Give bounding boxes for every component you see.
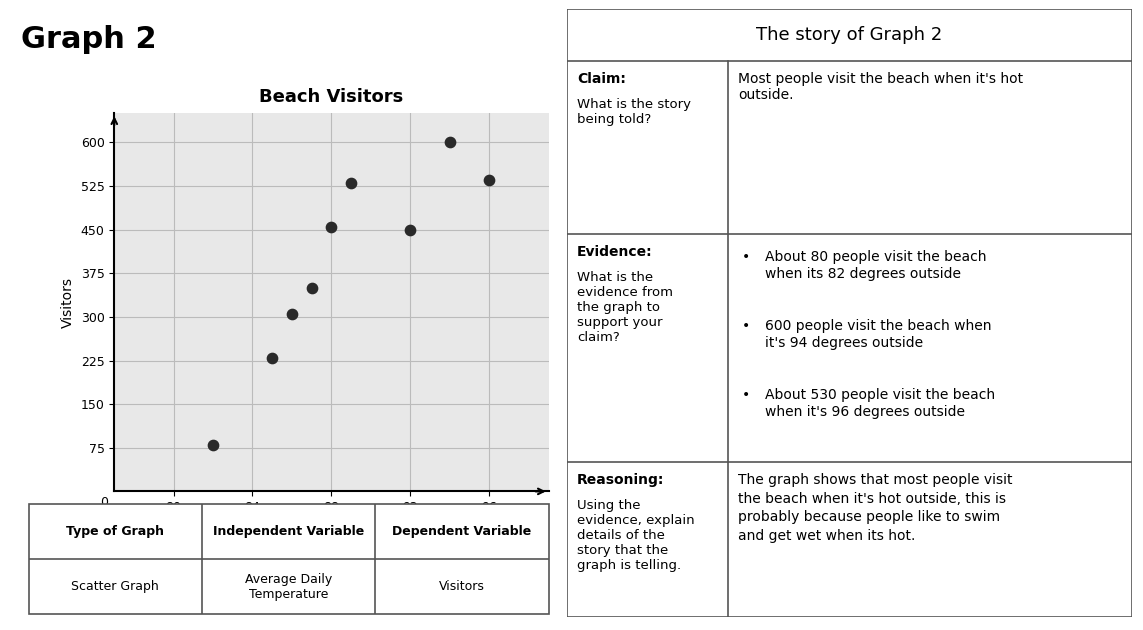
Text: Visitors: Visitors — [439, 580, 485, 593]
Text: The graph shows that most people visit
the beach when it's hot outside, this is
: The graph shows that most people visit t… — [738, 473, 1013, 542]
Text: The story of Graph 2: The story of Graph 2 — [757, 26, 942, 44]
Text: Graph 2: Graph 2 — [21, 25, 157, 54]
Text: Independent Variable: Independent Variable — [213, 525, 365, 538]
Point — [480, 175, 498, 185]
Text: Type of Graph: Type of Graph — [66, 525, 165, 538]
Point — [401, 225, 419, 235]
Text: Reasoning:: Reasoning: — [577, 473, 664, 488]
Text: 600 people visit the beach when
it's 94 degrees outside: 600 people visit the beach when it's 94 … — [765, 319, 991, 350]
Point — [441, 137, 459, 147]
Text: What is the story
being told?: What is the story being told? — [577, 98, 692, 125]
Title: Beach Visitors: Beach Visitors — [259, 88, 403, 106]
Text: Dependent Variable: Dependent Variable — [392, 525, 531, 538]
Point — [263, 353, 281, 363]
Point — [282, 309, 301, 319]
X-axis label: Average Daily Temperature (°F): Average Daily Temperature (°F) — [208, 522, 455, 537]
Text: About 530 people visit the beach
when it's 96 degrees outside: About 530 people visit the beach when it… — [765, 387, 994, 419]
Point — [342, 178, 360, 188]
Text: Scatter Graph: Scatter Graph — [71, 580, 159, 593]
Point — [303, 283, 321, 293]
Text: •: • — [742, 319, 750, 333]
Text: Using the
evidence, explain
details of the
story that the
graph is telling.: Using the evidence, explain details of t… — [577, 499, 695, 572]
Text: 0: 0 — [101, 496, 109, 509]
Text: What is the
evidence from
the graph to
support your
claim?: What is the evidence from the graph to s… — [577, 271, 673, 344]
Text: •: • — [742, 249, 750, 263]
Text: Evidence:: Evidence: — [577, 245, 653, 260]
Text: Average Daily
Temperature: Average Daily Temperature — [245, 573, 333, 600]
Text: Most people visit the beach when it's hot
outside.: Most people visit the beach when it's ho… — [738, 72, 1023, 102]
Text: •: • — [742, 387, 750, 402]
Text: About 80 people visit the beach
when its 82 degrees outside: About 80 people visit the beach when its… — [765, 249, 986, 281]
Y-axis label: Visitors: Visitors — [61, 277, 75, 328]
Text: Claim:: Claim: — [577, 72, 626, 86]
Point — [322, 222, 341, 232]
Point — [203, 440, 222, 450]
